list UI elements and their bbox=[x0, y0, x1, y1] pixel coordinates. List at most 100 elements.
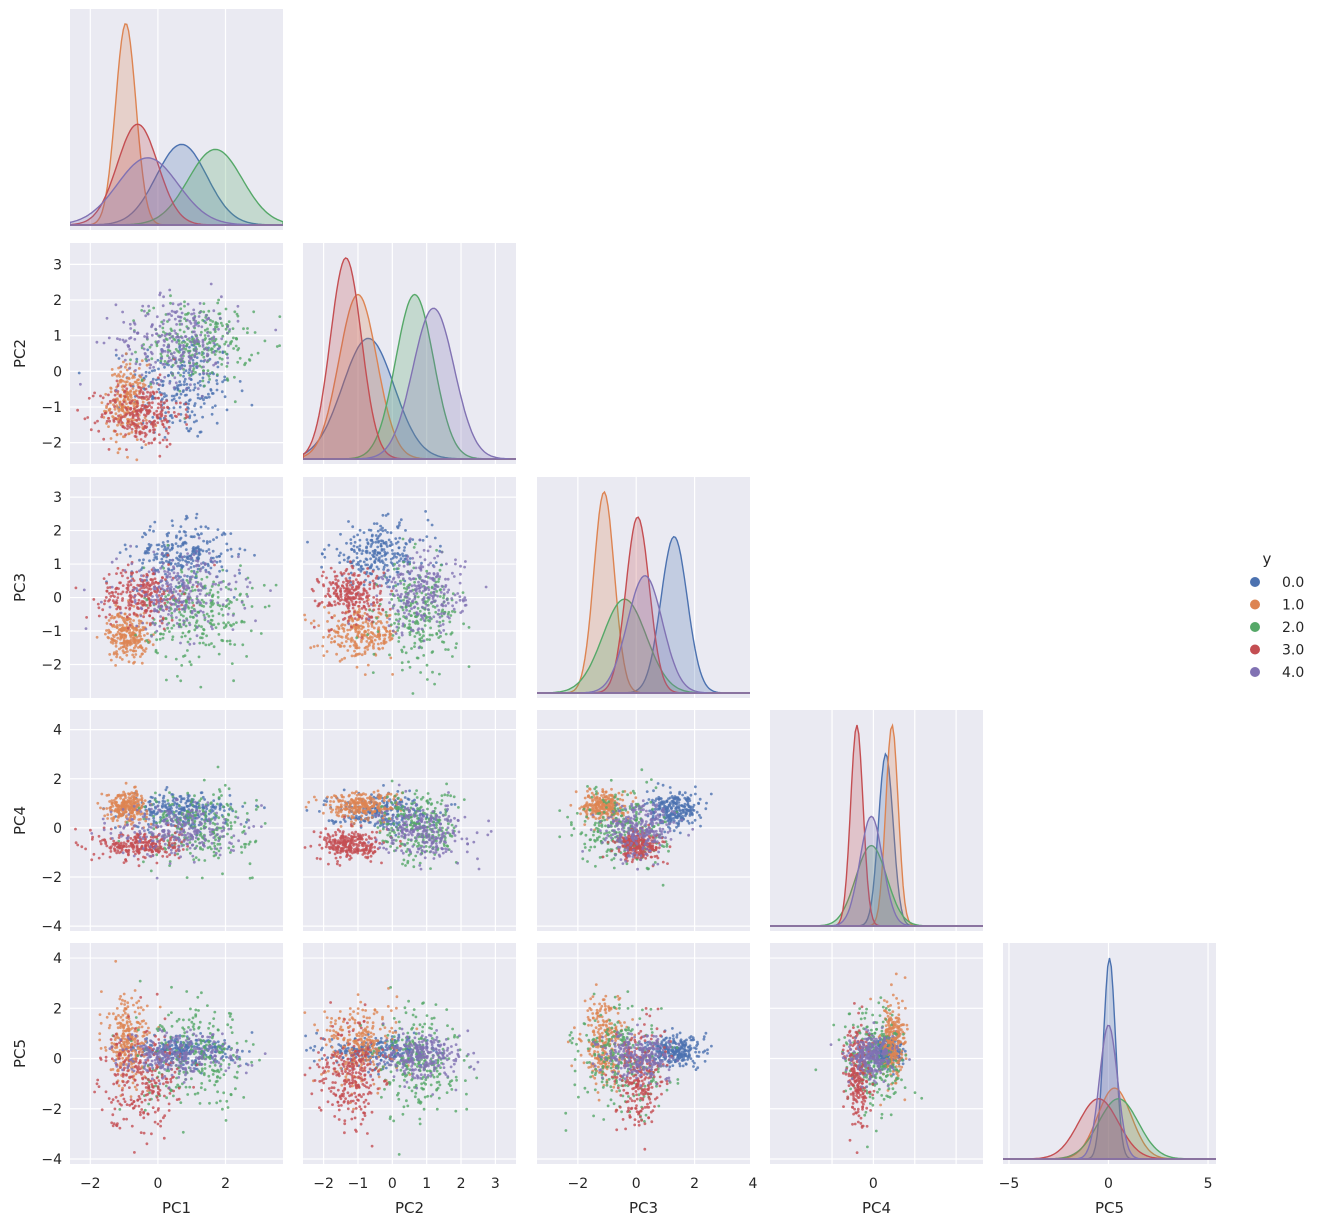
scatter-point bbox=[156, 595, 159, 599]
scatter-point bbox=[123, 358, 127, 362]
scatter-point bbox=[150, 441, 154, 445]
scatter-point bbox=[106, 635, 110, 639]
scatter-point bbox=[388, 630, 391, 634]
scatter-point bbox=[432, 591, 436, 594]
scatter-point bbox=[162, 815, 166, 819]
scatter-point bbox=[245, 820, 248, 824]
scatter-point bbox=[138, 569, 141, 573]
scatter-point bbox=[323, 548, 326, 551]
scatter-point bbox=[341, 626, 344, 630]
scatter-point bbox=[142, 347, 146, 351]
scatter-point bbox=[109, 390, 113, 394]
scatter-point bbox=[164, 605, 168, 609]
scatter-point bbox=[400, 633, 404, 637]
scatter-point bbox=[322, 635, 325, 639]
scatter-point bbox=[403, 546, 406, 549]
scatter-point bbox=[203, 334, 207, 337]
scatter-point bbox=[148, 614, 152, 618]
scatter-point bbox=[395, 625, 399, 629]
scatter-point bbox=[212, 799, 216, 802]
scatter-point bbox=[147, 304, 151, 308]
scatter-point bbox=[103, 814, 107, 818]
scatter-point bbox=[356, 574, 360, 577]
scatter-point bbox=[210, 642, 213, 645]
scatter-point bbox=[166, 799, 170, 802]
scatter-point bbox=[113, 848, 117, 851]
scatter-point bbox=[162, 597, 166, 601]
scatter-point bbox=[117, 628, 121, 632]
scatter-point bbox=[351, 582, 355, 585]
scatter-point bbox=[179, 359, 183, 363]
scatter-point bbox=[330, 616, 334, 619]
scatter-point bbox=[107, 416, 111, 420]
scatter-point bbox=[378, 637, 381, 641]
scatter-point bbox=[148, 528, 152, 532]
scatter-point bbox=[350, 548, 354, 551]
scatter-point bbox=[85, 616, 88, 619]
scatter-point bbox=[165, 814, 168, 817]
scatter-point bbox=[185, 387, 189, 391]
scatter-point bbox=[201, 345, 205, 348]
scatter-point bbox=[199, 589, 203, 592]
scatter-point bbox=[227, 846, 231, 850]
scatter-point bbox=[109, 411, 112, 415]
scatter-point bbox=[134, 801, 138, 804]
scatter-point bbox=[129, 423, 132, 426]
scatter-point bbox=[183, 340, 187, 344]
scatter-point bbox=[134, 429, 138, 433]
scatter-point bbox=[220, 794, 223, 797]
scatter-point bbox=[187, 808, 191, 811]
scatter-point bbox=[139, 407, 143, 411]
scatter-point bbox=[158, 391, 162, 394]
scatter-point bbox=[182, 383, 186, 386]
scatter-point bbox=[148, 604, 152, 607]
scatter-point bbox=[192, 367, 196, 370]
scatter-point bbox=[198, 364, 202, 368]
scatter-point bbox=[210, 609, 213, 613]
scatter-point bbox=[120, 385, 124, 389]
scatter-point bbox=[198, 379, 202, 383]
scatter-point bbox=[177, 592, 180, 596]
scatter-point bbox=[140, 794, 143, 798]
scatter-point bbox=[329, 566, 333, 570]
scatter-point bbox=[192, 616, 195, 619]
scatter-series-0.0 bbox=[306, 510, 444, 603]
scatter-point bbox=[414, 588, 417, 591]
scatter-point bbox=[150, 598, 153, 602]
scatter-point bbox=[187, 371, 191, 375]
scatter-point bbox=[163, 395, 166, 398]
panel-background bbox=[70, 9, 283, 230]
scatter-point bbox=[388, 638, 392, 642]
scatter-point bbox=[369, 572, 373, 576]
scatter-point bbox=[160, 579, 164, 583]
scatter-point bbox=[174, 356, 177, 360]
scatter-point bbox=[113, 393, 117, 397]
scatter-point bbox=[142, 841, 146, 844]
scatter-point bbox=[206, 331, 209, 334]
scatter-point bbox=[356, 561, 360, 564]
scatter-point bbox=[338, 659, 342, 663]
scatter-point bbox=[158, 383, 162, 387]
scatter-point bbox=[233, 375, 236, 379]
scatter-point bbox=[420, 636, 424, 640]
scatter-point bbox=[365, 640, 369, 643]
scatter-point bbox=[385, 545, 389, 548]
scatter-point bbox=[138, 558, 141, 562]
scatter-point bbox=[408, 557, 412, 560]
scatter-point bbox=[175, 803, 179, 806]
scatter-point bbox=[449, 632, 453, 636]
scatter-point bbox=[217, 796, 221, 799]
scatter-point bbox=[146, 640, 150, 644]
scatter-point bbox=[168, 575, 172, 579]
scatter-point bbox=[192, 317, 196, 321]
scatter-point bbox=[454, 646, 458, 650]
scatter-point bbox=[112, 635, 116, 639]
scatter-point bbox=[174, 401, 178, 405]
scatter-point bbox=[161, 854, 165, 858]
scatter-point bbox=[198, 552, 202, 556]
scatter-point bbox=[122, 415, 125, 418]
scatter-point bbox=[142, 574, 145, 578]
scatter-point bbox=[217, 652, 221, 656]
scatter-point bbox=[146, 547, 149, 550]
scatter-point bbox=[163, 392, 166, 396]
